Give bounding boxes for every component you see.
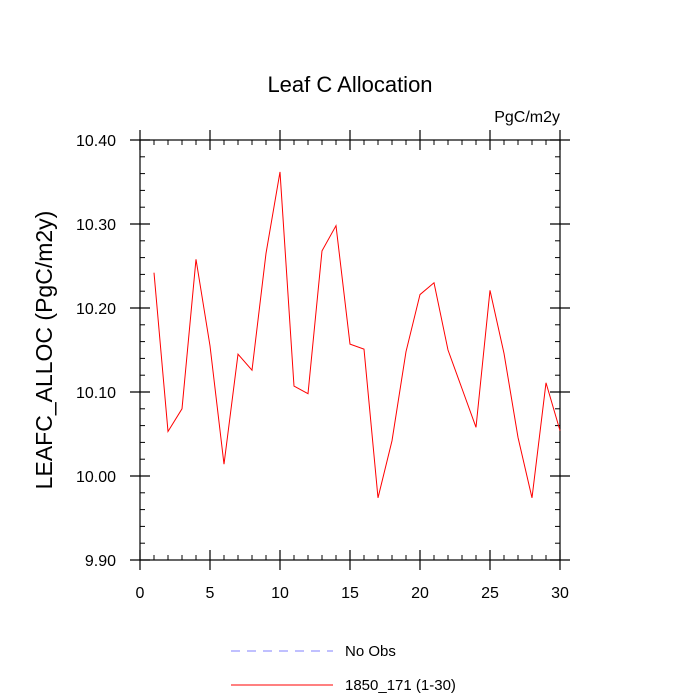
x-tick-label: 10 [271, 585, 289, 602]
axis-ticks [130, 130, 570, 570]
data-point [251, 370, 252, 371]
y-tick-label: 10.20 [76, 301, 116, 318]
data-point [167, 431, 168, 432]
data-point [293, 386, 294, 387]
data-point [377, 497, 378, 498]
data-point [181, 408, 182, 409]
data-point [349, 344, 350, 345]
data-point [531, 497, 532, 498]
data-point [503, 353, 504, 354]
x-tick-label: 20 [411, 585, 429, 602]
legend: No Obs 1850_171 (1-30) [231, 643, 456, 694]
data-point [279, 171, 280, 172]
y-tick-label: 10.40 [76, 133, 116, 150]
x-tick-label: 0 [136, 585, 145, 602]
data-point [153, 272, 154, 273]
data-point [321, 250, 322, 251]
data-point [209, 345, 210, 346]
data-point [363, 349, 364, 350]
legend-label: No Obs [345, 643, 396, 660]
chart-title: Leaf C Allocation [267, 72, 432, 97]
x-tick-label: 30 [551, 585, 569, 602]
data-point [559, 430, 560, 431]
data-point [419, 294, 420, 295]
y-tick-label: 10.10 [76, 385, 116, 402]
y-tick-label: 9.90 [85, 553, 116, 570]
data-point [461, 388, 462, 389]
tick-labels: 0 5 10 15 20 25 30 9.90 10.00 10.10 10.20 10.30 10.4… [76, 133, 569, 602]
data-point [335, 225, 336, 226]
data-point [265, 253, 266, 254]
units-label: PgC/m2y [494, 109, 560, 126]
data-point [475, 427, 476, 428]
legend-label: 1850_171 (1-30) [345, 677, 456, 694]
y-axis-label: LEAFC_ALLOC (PgC/m2y) [31, 211, 57, 490]
data-point [405, 351, 406, 352]
x-tick-label: 15 [341, 585, 359, 602]
series-group [153, 171, 561, 498]
y-tick-label: 10.00 [76, 469, 116, 486]
y-tick-label: 10.30 [76, 217, 116, 234]
data-point [307, 393, 308, 394]
series-line [153, 171, 561, 498]
x-tick-label: 5 [206, 585, 215, 602]
plot-frame [139, 139, 561, 561]
data-point [223, 464, 224, 465]
data-point [545, 382, 546, 383]
data-point [433, 282, 434, 283]
x-tick-label: 25 [481, 585, 499, 602]
data-point [195, 259, 196, 260]
data-point [447, 349, 448, 350]
data-point [391, 440, 392, 441]
data-point [517, 437, 518, 438]
data-point [237, 354, 238, 355]
data-point [489, 290, 490, 291]
